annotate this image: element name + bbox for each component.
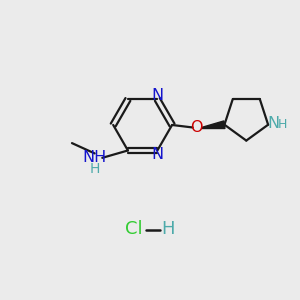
Text: H: H	[161, 220, 174, 238]
Text: Cl: Cl	[125, 220, 142, 238]
Text: H: H	[278, 118, 287, 131]
Text: NH: NH	[82, 150, 107, 165]
Polygon shape	[202, 121, 225, 128]
Text: N: N	[151, 147, 164, 162]
Text: H: H	[89, 162, 100, 176]
Text: O: O	[190, 120, 203, 135]
Text: N: N	[151, 88, 164, 103]
Text: N: N	[267, 116, 280, 131]
